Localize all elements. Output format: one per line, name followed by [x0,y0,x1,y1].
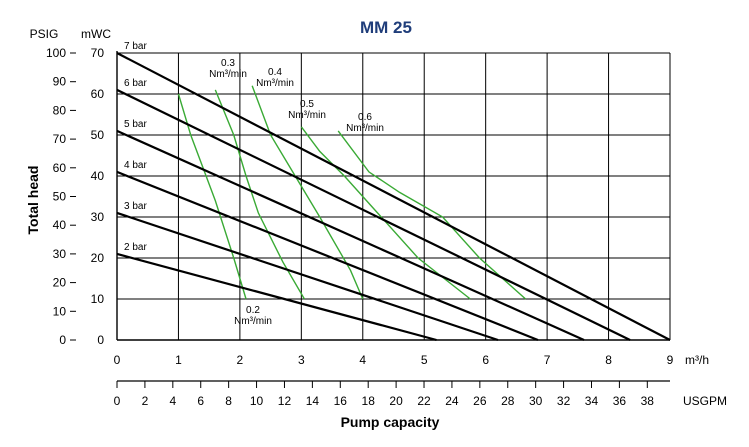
psig-tick-label: 10 [53,304,67,318]
air-curve-label-unit: Nm³/min [256,78,294,89]
grid-layer [116,51,671,341]
pressure-curve-label: 6 bar [124,78,147,89]
y-axis-label: Total head [25,166,41,235]
psig-tick-label: 0 [59,333,66,347]
air-curve-label-value: 0.6 [358,112,372,123]
x-tick-label: 8 [605,353,612,367]
x-tick-label: 6 [482,353,489,367]
usgpm-tick-label: 24 [445,394,459,408]
usgpm-tick-label: 38 [641,394,655,408]
psig-tick-label: 40 [53,218,67,232]
chart-title: MM 25 [360,18,412,37]
mwc-tick-label: 30 [91,210,105,224]
mwc-tick-label: 40 [91,169,105,183]
usgpm-tick-label: 0 [114,394,121,408]
air-curve-label-value: 0.2 [246,305,260,316]
usgpm-tick-label: 28 [501,394,515,408]
pressure-curve [116,129,585,342]
usgpm-tick-label: 26 [473,394,487,408]
mwc-tick-label: 70 [91,46,105,60]
usgpm-tick-label: 22 [417,394,431,408]
x-tick-label: 3 [298,353,305,367]
usgpm-tick-label: 12 [278,394,292,408]
air-curve-label-value: 0.3 [221,58,235,69]
pressure-curve [116,52,671,341]
psig-tick-label: 70 [53,132,67,146]
x-tick-label: 4 [359,353,366,367]
x-tick-label: 0 [114,353,121,367]
usgpm-tick-label: 10 [250,394,264,408]
pressure-curve [116,170,539,342]
pressure-curve-label: 4 bar [124,160,147,171]
pressure-curve-label: 5 bar [124,119,147,130]
air-curve [214,89,306,300]
air-curve [337,130,527,300]
mwc-tick-label: 50 [91,128,105,142]
pressure-curve [116,88,631,341]
tick-labels-layer: 0 10 20 30 40 50 60 70 80 90 100 0 10 20 30 40 50 60 70 0 1 2… [46,46,674,367]
y-units-right-label: mWC [81,27,111,41]
pressure-curves-layer: 7 bar 6 bar 5 bar 4 bar 3 bar 2 bar [116,41,671,342]
pressure-curve-label: 3 bar [124,201,147,212]
x-units-primary-label: m³/h [685,353,709,367]
air-curve [300,126,471,300]
pressure-curve-label: 2 bar [124,242,147,253]
usgpm-tick-label: 8 [225,394,232,408]
usgpm-tick-label: 34 [585,394,599,408]
psig-tick-label: 30 [53,247,67,261]
pressure-curve-label: 7 bar [124,41,147,52]
usgpm-tick-label: 18 [362,394,376,408]
usgpm-tick-label: 32 [557,394,571,408]
psig-tick-label: 20 [53,276,67,290]
usgpm-tick-label: 16 [334,394,348,408]
x-tick-label: 2 [237,353,244,367]
psig-tick-label: 60 [53,161,67,175]
air-curve [251,85,364,300]
mwc-tick-label: 20 [91,251,105,265]
usgpm-tick-label: 36 [613,394,627,408]
mwc-tick-label: 10 [91,292,105,306]
air-curve-label-unit: Nm³/min [288,110,326,121]
usgpm-tick-label: 4 [169,394,176,408]
y-units-left-label: PSIG [30,27,59,41]
psig-tick-label: 80 [53,103,67,117]
air-curve-label-value: 0.4 [268,67,282,78]
x-units-secondary-label: USGPM [683,394,727,408]
psig-tick-label: 90 [53,75,67,89]
x-tick-label: 9 [667,353,674,367]
x-axis-label: Pump capacity [341,414,440,430]
air-curve-label-unit: Nm³/min [346,123,384,134]
usgpm-tick-label: 30 [529,394,543,408]
usgpm-tick-label: 6 [197,394,204,408]
air-curve-label-value: 0.5 [300,99,314,110]
psig-tick-label: 50 [53,190,67,204]
air-curve [177,93,247,300]
mwc-tick-label: 0 [97,333,104,347]
usgpm-tick-label: 14 [306,394,320,408]
mwc-tick-label: 60 [91,87,105,101]
x-tick-label: 1 [175,353,182,367]
x-tick-label: 5 [421,353,428,367]
pressure-curve [116,211,499,342]
usgpm-tick-label: 20 [389,394,403,408]
air-curve-label-unit: Nm³/min [234,316,272,327]
usgpm-axis-layer: 0 2 4 6 8 10 12 14 16 18 20 22 24 26 28 30 32 34 36 38 [114,380,670,408]
psig-tick-label: 100 [46,46,66,60]
pressure-curve [116,252,437,342]
x-tick-label: 7 [544,353,551,367]
air-curve-label-unit: Nm³/min [209,69,247,80]
usgpm-tick-label: 2 [142,394,149,408]
